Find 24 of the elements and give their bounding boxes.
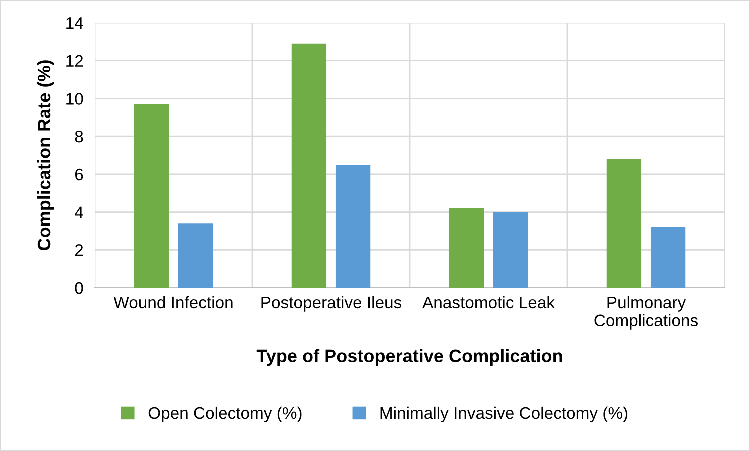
bar: [134, 104, 170, 288]
bar: [606, 159, 642, 288]
y-tick-label: 14: [66, 18, 84, 30]
y-tick-label: 12: [66, 55, 84, 67]
y-tick-label: 2: [75, 244, 84, 256]
y-tick-label: 4: [75, 206, 84, 218]
bar: [650, 227, 686, 288]
legend-label: Open Colectomy (%): [148, 406, 302, 422]
bar: [336, 164, 371, 288]
bar: [449, 208, 484, 288]
y-axis-title: Complication Rate (%): [37, 60, 54, 251]
x-tick-label: Anastomotic Leak: [422, 296, 556, 309]
legend-label: Minimally Invasive Colectomy (%): [380, 406, 628, 422]
y-tick-label: 8: [75, 130, 84, 143]
y-tick-label: 10: [66, 93, 84, 105]
x-tick-label: Wound Infection: [114, 296, 233, 309]
bar: [493, 212, 528, 288]
x-tick-label: Pulmonary Complications: [594, 296, 698, 330]
y-tick-label: 6: [75, 168, 84, 181]
x-tick-label: Postoperative Ileus: [262, 296, 402, 312]
bar: [292, 44, 327, 288]
x-axis-title: Type of Postoperative Complication: [256, 349, 562, 366]
y-tick-label: 0: [75, 282, 84, 294]
bar: [178, 224, 214, 288]
